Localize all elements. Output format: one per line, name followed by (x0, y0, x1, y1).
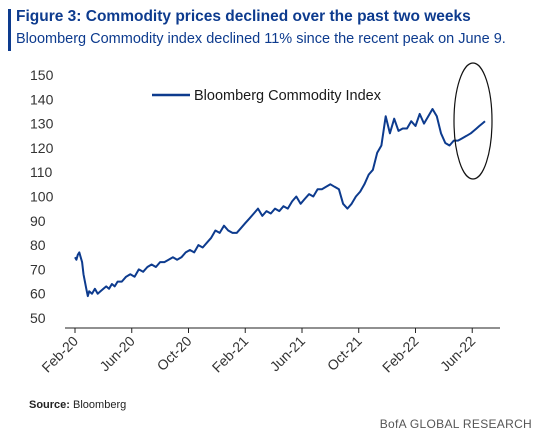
y-tick-label: 70 (30, 261, 46, 277)
y-tick-label: 50 (30, 310, 46, 326)
source-label: Source: (29, 399, 70, 411)
y-tick-label: 80 (30, 237, 46, 253)
x-tick-label: Oct-21 (324, 333, 365, 374)
y-tick-label: 150 (30, 67, 54, 83)
x-tick-label: Feb-22 (379, 333, 422, 376)
x-tick-label: Oct-20 (154, 333, 195, 374)
legend: Bloomberg Commodity Index (152, 88, 382, 104)
chart-subtitle: Bloomberg Commodity index declined 11% s… (16, 31, 506, 47)
y-tick-label: 110 (30, 164, 53, 180)
annotation-circle (453, 62, 493, 180)
x-tick-label: Jun-20 (96, 333, 138, 375)
y-tick-label: 60 (30, 286, 46, 302)
x-axis: Feb-20 Jun-20 Oct-20 Feb-21 Jun-21 Oct-21 Feb-… (38, 327, 500, 376)
x-tick-label: Jun-21 (267, 333, 309, 375)
title-accent-bar (8, 9, 11, 51)
chart-title: Figure 3: Commodity prices declined over… (16, 8, 471, 25)
x-tick-label: Feb-21 (209, 333, 252, 376)
legend-label: Bloomberg Commodity Index (194, 88, 382, 104)
y-tick-label: 130 (30, 116, 54, 132)
y-tick-label: 90 (30, 213, 46, 229)
x-tick-label: Feb-20 (38, 333, 81, 376)
plot-area (74, 62, 493, 298)
brand-footer: BofA GLOBAL RESEARCH (379, 417, 532, 431)
y-tick-label: 100 (30, 189, 54, 205)
source-value: Bloomberg (73, 399, 127, 411)
x-tick-label: Jun-22 (437, 333, 479, 375)
series-line-bloomberg-commodity-index (74, 108, 486, 298)
y-tick-label: 140 (30, 91, 54, 107)
y-axis: 50 60 70 80 90 100 110 120 130 140 150 (30, 67, 54, 326)
y-tick-label: 120 (30, 140, 54, 156)
source-note: Source: Bloomberg (29, 399, 126, 411)
